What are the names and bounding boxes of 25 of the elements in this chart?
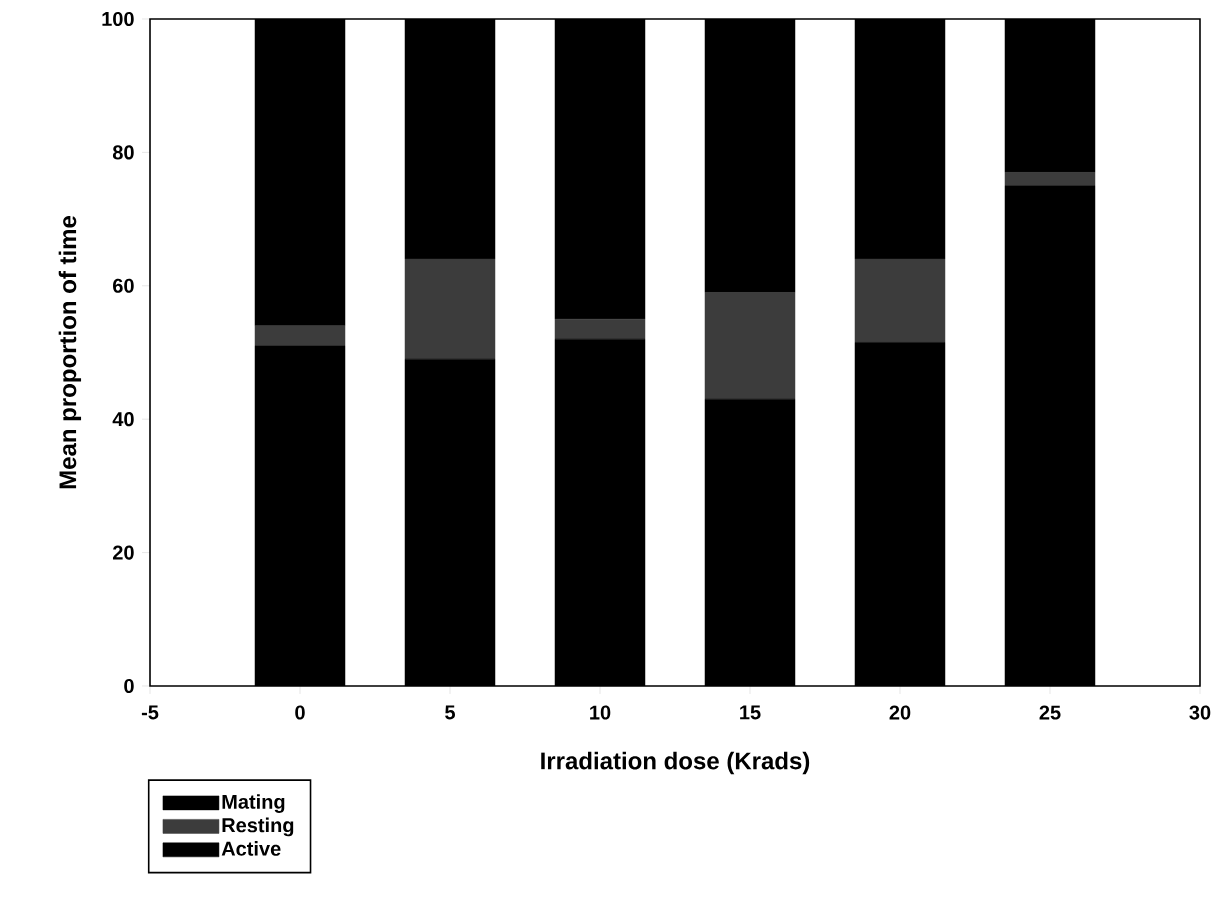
y-tick-label: 80 <box>112 145 134 160</box>
bar <box>254 325 346 347</box>
y-tick-label: 100 <box>102 11 134 27</box>
legend-label: Mating <box>222 794 285 813</box>
x-tick-label: 10 <box>590 705 611 720</box>
bar <box>554 318 646 340</box>
x-tick-label: 5 <box>445 705 455 720</box>
legend-label: Active <box>221 841 281 856</box>
bar <box>1004 172 1096 186</box>
x-tick-label: 15 <box>740 705 761 720</box>
x-tick-label: 25 <box>1039 705 1061 720</box>
bar <box>404 258 496 360</box>
x-tick-label: 0 <box>295 705 305 720</box>
y-tick-label: 20 <box>112 545 134 560</box>
x-tick-label: -5 <box>141 705 159 720</box>
bar <box>704 292 796 400</box>
x-axis-title: Irradiation dose (Krads) <box>541 751 810 775</box>
bar <box>854 258 946 343</box>
y-tick-label: 60 <box>113 278 134 293</box>
y-tick-label: 40 <box>112 412 134 427</box>
legend-label: Resting <box>222 817 294 837</box>
x-tick-label: 20 <box>889 705 911 720</box>
x-tick-label: 30 <box>1189 705 1211 720</box>
y-axis-title: Mean proportion of time <box>58 215 82 489</box>
y-tick-label: 0 <box>124 678 134 694</box>
